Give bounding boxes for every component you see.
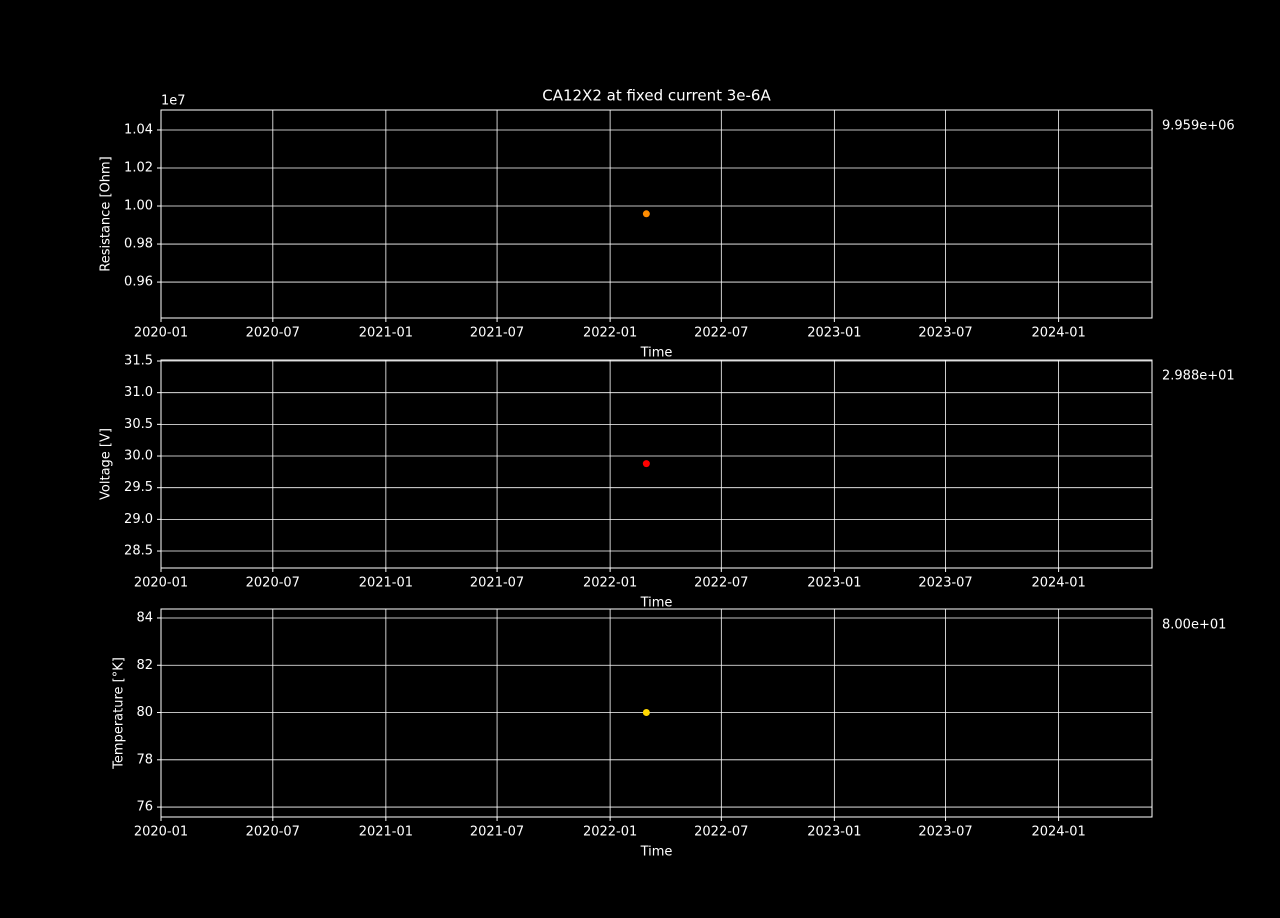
y-tick-label: 76 bbox=[136, 800, 153, 815]
x-tick-label: 2023-01 bbox=[807, 326, 861, 341]
x-tick-label: 2024-01 bbox=[1031, 825, 1085, 840]
x-tick-label: 2022-07 bbox=[694, 825, 748, 840]
x-axis-label: Time bbox=[640, 346, 673, 361]
x-tick-label: 2021-07 bbox=[470, 326, 524, 341]
y-tick-label: 30.0 bbox=[124, 449, 153, 464]
y-tick-label: 0.98 bbox=[124, 237, 153, 252]
x-tick-label: 2022-01 bbox=[583, 825, 637, 840]
x-tick-label: 2023-01 bbox=[807, 576, 861, 591]
y-tick-label: 28.5 bbox=[124, 544, 153, 559]
x-tick-label: 2020-01 bbox=[134, 576, 188, 591]
x-tick-label: 2022-07 bbox=[694, 576, 748, 591]
y-tick-label: 1.04 bbox=[124, 122, 153, 137]
y-tick-label: 29.0 bbox=[124, 512, 153, 527]
x-tick-label: 2021-07 bbox=[470, 825, 524, 840]
x-tick-label: 2023-07 bbox=[918, 326, 972, 341]
y-tick-label: 1.02 bbox=[124, 160, 153, 175]
x-axis-label: Time bbox=[640, 596, 673, 611]
y-axis-label: Resistance [Ohm] bbox=[99, 156, 114, 271]
value-label: 8.00e+01 bbox=[1162, 618, 1226, 633]
y-axis-label: Temperature [°K] bbox=[112, 657, 127, 770]
plot-area bbox=[160, 109, 1153, 319]
y-tick-label: 84 bbox=[136, 610, 153, 625]
point bbox=[642, 709, 650, 717]
x-tick-label: 2023-07 bbox=[918, 825, 972, 840]
x-tick-label: 2023-01 bbox=[807, 825, 861, 840]
x-tick-label: 2022-01 bbox=[583, 576, 637, 591]
y-tick-label: 1.00 bbox=[124, 199, 153, 214]
y-tick-label: 29.5 bbox=[124, 480, 153, 495]
x-axis-label: Time bbox=[640, 845, 673, 860]
x-tick-label: 2020-07 bbox=[246, 825, 300, 840]
x-tick-label: 2020-07 bbox=[246, 326, 300, 341]
x-tick-label: 2022-01 bbox=[583, 326, 637, 341]
value-label: 2.988e+01 bbox=[1162, 369, 1235, 384]
x-tick-label: 2020-01 bbox=[134, 326, 188, 341]
point bbox=[642, 210, 650, 218]
y-tick-label: 82 bbox=[136, 658, 153, 673]
x-tick-label: 2024-01 bbox=[1031, 326, 1085, 341]
x-tick-label: 2021-01 bbox=[359, 576, 413, 591]
y-tick-label: 80 bbox=[136, 705, 153, 720]
x-tick-label: 2021-01 bbox=[359, 326, 413, 341]
x-tick-label: 2021-07 bbox=[470, 576, 524, 591]
x-tick-label: 2020-07 bbox=[246, 576, 300, 591]
y-axis-label: Voltage [V] bbox=[99, 428, 114, 500]
x-tick-label: 2020-01 bbox=[134, 825, 188, 840]
y-tick-label: 31.5 bbox=[124, 354, 153, 369]
x-tick-label: 2023-07 bbox=[918, 576, 972, 591]
point bbox=[642, 460, 650, 468]
x-tick-label: 2021-01 bbox=[359, 825, 413, 840]
x-tick-label: 2024-01 bbox=[1031, 576, 1085, 591]
y-tick-label: 30.5 bbox=[124, 417, 153, 432]
value-label: 9.959e+06 bbox=[1162, 119, 1235, 134]
chart-title: CA12X2 at fixed current 3e-6A bbox=[542, 87, 771, 105]
plot-area bbox=[160, 608, 1153, 818]
x-tick-label: 2022-07 bbox=[694, 326, 748, 341]
plot-area bbox=[160, 359, 1153, 569]
y-tick-label: 0.96 bbox=[124, 275, 153, 290]
y-tick-label: 78 bbox=[136, 752, 153, 767]
offset-label: 1e7 bbox=[161, 94, 186, 109]
y-tick-label: 31.0 bbox=[124, 385, 153, 400]
